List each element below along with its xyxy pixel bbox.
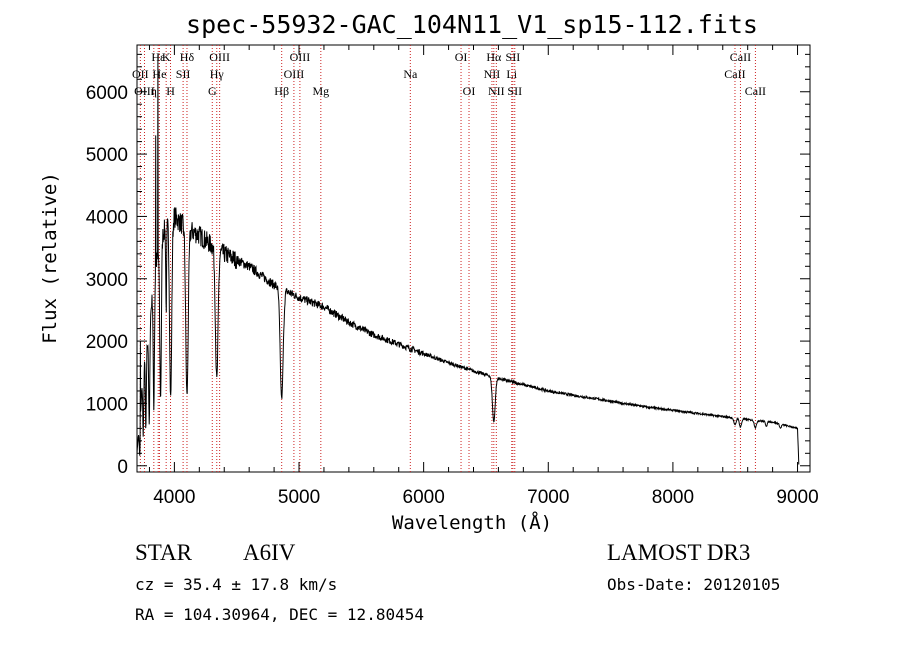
- line-marker-label: Na: [403, 67, 418, 81]
- chart-title: spec-55932-GAC_104N11_V1_sp15-112.fits: [186, 10, 758, 39]
- line-marker-label: Hα: [486, 50, 502, 64]
- x-tick-label: 6000: [403, 487, 445, 508]
- x-tick-label: 7000: [527, 487, 569, 508]
- redshift-cz: cz = 35.4 ± 17.8 km/s: [135, 575, 337, 594]
- coordinates: RA = 104.30964, DEC = 12.80454: [135, 605, 424, 624]
- line-marker-label: NII: [484, 67, 501, 81]
- line-marker-label: NII: [488, 84, 505, 98]
- line-marker-label: SII: [507, 84, 522, 98]
- line-marker-label: K: [162, 50, 171, 64]
- y-tick-label: 3000: [86, 270, 128, 291]
- axis-tick-group: 4000 5000 6000 7000 8000 9000 0 1000 2000 3000 400…: [86, 45, 819, 508]
- line-marker-label: He: [152, 67, 166, 81]
- line-marker-label: CaII: [730, 50, 751, 64]
- line-marker-label: OIII: [134, 84, 155, 98]
- line-marker-label: OI: [463, 84, 476, 98]
- y-tick-label: 2000: [86, 332, 128, 353]
- y-tick-label: 0: [117, 457, 128, 478]
- line-marker-label: SII: [506, 50, 521, 64]
- y-tick-label: 1000: [86, 394, 128, 415]
- line-marker-label: OIII: [284, 67, 305, 81]
- line-marker-label: CaII: [724, 67, 745, 81]
- line-marker-label: Hβ: [274, 84, 289, 98]
- line-marker-label: H: [166, 84, 175, 98]
- line-marker-label: Mg: [312, 84, 329, 98]
- line-marker-label: OIII: [209, 50, 230, 64]
- x-tick-label: 8000: [652, 487, 694, 508]
- x-tick-label: 4000: [153, 487, 195, 508]
- y-tick-label: 4000: [86, 207, 128, 228]
- survey-name: LAMOST DR3: [607, 540, 750, 565]
- line-marker-label: Hδ: [180, 50, 195, 64]
- y-tick-label: 6000: [86, 83, 128, 104]
- y-axis-label: Flux (relative): [39, 172, 61, 344]
- line-marker-label: G: [208, 84, 217, 98]
- object-subclass: A6IV: [243, 540, 296, 565]
- x-tick-label: 9000: [776, 487, 818, 508]
- y-tick-label: 5000: [86, 145, 128, 166]
- line-marker-label: OI: [455, 50, 468, 64]
- line-marker-label: SII: [176, 67, 191, 81]
- object-class: STAR: [135, 540, 193, 565]
- line-marker-label: CaII: [745, 84, 766, 98]
- x-tick-label: 5000: [278, 487, 320, 508]
- line-marker-label: OII: [132, 67, 149, 81]
- line-marker-label: OIII: [290, 50, 311, 64]
- line-marker-label: Hγ: [210, 67, 225, 81]
- x-axis-label: Wavelength (Å): [392, 511, 552, 534]
- observation-date: Obs-Date: 20120105: [607, 575, 780, 594]
- spectrum-line: [136, 54, 800, 465]
- line-marker-label: Li: [506, 67, 517, 81]
- line-marker-label: η: [151, 84, 157, 98]
